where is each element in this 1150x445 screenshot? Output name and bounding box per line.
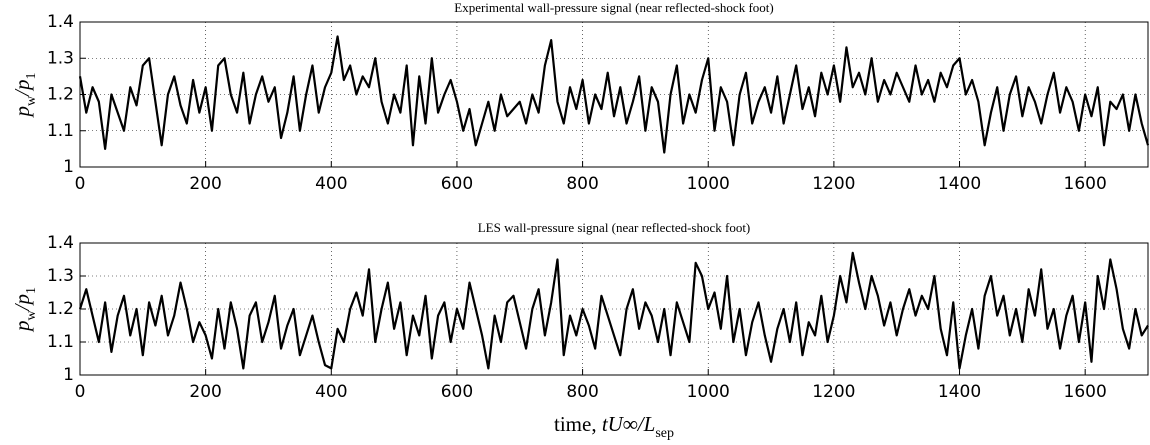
x-tick-label: 800 <box>566 174 598 194</box>
x-tick-label: 0 <box>75 174 86 194</box>
x-axis-label: time, tU∞/Lsep <box>554 412 674 441</box>
y-tick-label: 1.1 <box>47 121 74 141</box>
x-tick-label: 200 <box>189 382 221 402</box>
chart-title: LES wall-pressure signal (near reflected… <box>478 220 751 235</box>
label-part: p <box>10 320 34 333</box>
label-part: tU∞/L <box>602 412 655 436</box>
signal-line <box>78 251 1149 370</box>
x-tick-label: 1400 <box>938 174 981 194</box>
x-tick-label: 1200 <box>812 174 855 194</box>
x-tick-label: 1200 <box>812 382 855 402</box>
y-tick-label: 1 <box>63 365 74 385</box>
x-tick-label: 1600 <box>1064 382 1107 402</box>
x-tick-label: 0 <box>75 382 86 402</box>
y-tick-label: 1.3 <box>47 48 74 68</box>
x-tick-label: 400 <box>315 174 347 194</box>
x-tick-label: 600 <box>441 174 473 194</box>
label-part: p <box>10 106 34 119</box>
axes-box <box>79 242 1149 376</box>
x-tick-label: 1000 <box>687 382 730 402</box>
y-tick-label: 1.3 <box>47 266 74 286</box>
y-axis-label: pw/p1 <box>10 287 39 333</box>
y-tick-label: 1.2 <box>47 85 74 105</box>
y-tick-label: 1.4 <box>47 12 74 32</box>
x-tick-label: 1000 <box>687 174 730 194</box>
x-tick-label: 400 <box>315 382 347 402</box>
signal-line <box>78 35 1150 154</box>
chart-title: Experimental wall-pressure signal (near … <box>454 0 773 15</box>
y-tick-label: 1.4 <box>47 233 74 253</box>
label-part: w <box>24 309 39 320</box>
y-axis-label: pw/p1 <box>10 73 39 119</box>
x-tick-label: 200 <box>189 174 221 194</box>
y-tick-label: 1 <box>63 157 74 177</box>
x-tick-label: 600 <box>441 382 473 402</box>
label-part: time, <box>554 412 602 436</box>
x-tick-label: 1400 <box>938 382 981 402</box>
y-tick-label: 1.1 <box>47 332 74 352</box>
label-part: 1 <box>24 73 39 80</box>
label-part: w <box>24 95 39 106</box>
label-part: /p <box>10 294 34 311</box>
x-tick-label: 1600 <box>1064 174 1107 194</box>
y-tick-label: 1.2 <box>47 299 74 319</box>
plot-frame <box>80 22 1148 167</box>
label-part: 1 <box>24 287 39 294</box>
x-tick-label: 800 <box>566 382 598 402</box>
axes-box <box>79 21 1149 168</box>
label-part: sep <box>655 426 674 441</box>
label-part: /p <box>10 80 34 97</box>
